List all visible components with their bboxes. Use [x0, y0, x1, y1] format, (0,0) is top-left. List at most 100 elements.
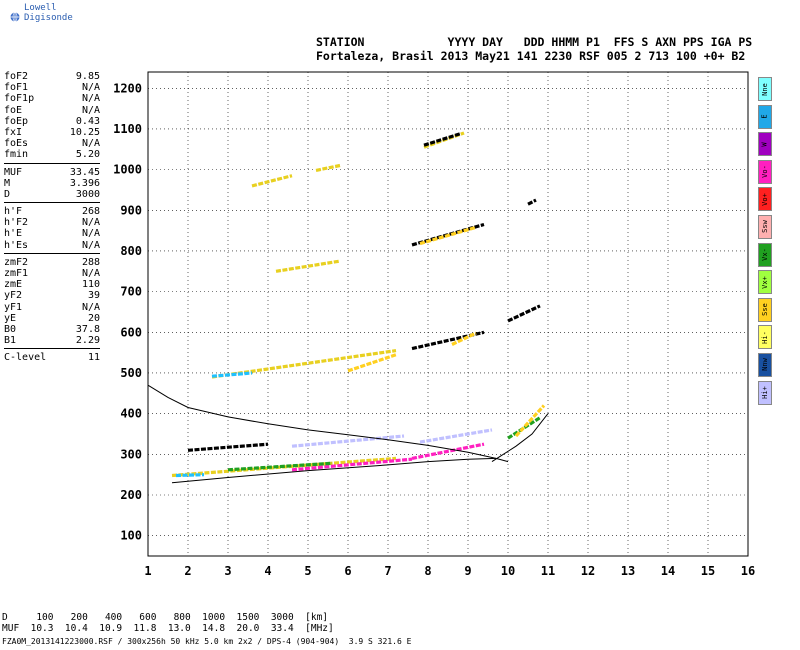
x-tick-label: 15	[701, 564, 715, 578]
legend-label: Nnw	[760, 358, 769, 372]
echo-trace	[211, 371, 253, 378]
param-value: N/A	[81, 82, 100, 94]
legend-chip: Sse	[758, 297, 772, 322]
param-row: h'F2 N/A	[4, 217, 100, 228]
legend-label: W	[760, 142, 769, 147]
echo-trace	[419, 225, 477, 246]
legend-label: Ssw	[760, 220, 769, 234]
plot-frame	[147, 71, 749, 557]
param-row: foEp 0.43	[4, 116, 100, 127]
legend-label: Hi+	[760, 386, 769, 399]
legend-chip: Nne	[758, 77, 772, 101]
param-row: yE 20	[4, 313, 100, 324]
legend-chip: Vo+	[758, 187, 772, 212]
param-separator	[4, 252, 100, 254]
param-name: foF2	[4, 71, 29, 82]
param-name: foF1p	[4, 93, 35, 105]
x-tick-label: 14	[661, 564, 675, 578]
param-value: 268	[81, 206, 100, 218]
muf-table-distances: D 100 200 400 600 800 1000 1500 3000 [km…	[2, 612, 329, 623]
param-name: C-level	[4, 352, 47, 364]
y-tick-label: 200	[120, 488, 142, 502]
echo-trace	[175, 473, 205, 478]
x-tick-label: 6	[344, 564, 351, 578]
station-header: STATION YYYY DAY DDD HHMM P1 FFS S AXN P…	[316, 35, 752, 63]
brand-name: Lowell Digisonde	[24, 3, 73, 23]
scaled-parameters-panel: foF2 9.85 foF1 N/A foF1p N/A foE N/A foEp 0.43 fxI…	[4, 71, 100, 364]
legend-label: Vo-	[760, 165, 769, 179]
param-name: yF2	[4, 290, 23, 302]
legend-chip: Hi+	[758, 380, 772, 405]
param-name: B1	[4, 335, 17, 347]
y-tick-label: 900	[120, 203, 142, 217]
muf-table: D 100 200 400 600 800 1000 1500 3000 [km…	[2, 612, 334, 634]
legend-label: Nne	[760, 82, 769, 96]
param-value: 110	[81, 279, 100, 291]
param-name: h'Es	[4, 239, 29, 251]
param-row: yF1 N/A	[4, 302, 100, 313]
x-tick-label: 3	[224, 564, 231, 578]
param-name: yF1	[4, 301, 23, 313]
x-tick-label: 1	[144, 564, 151, 578]
param-name: foE	[4, 104, 23, 116]
echo-trace	[291, 434, 405, 448]
param-row: foF1 N/A	[4, 82, 100, 93]
echo-trace	[187, 442, 269, 452]
y-tick-label: 1100	[113, 122, 142, 136]
param-row: B0 37.8	[4, 324, 100, 335]
param-separator	[4, 202, 100, 204]
station-header-values: Fortaleza, Brasil 2013 May21 141 2230 RS…	[316, 49, 746, 63]
param-row: foE N/A	[4, 105, 100, 116]
polarization-legend: Nne E W Vo- Vo+ Ssw Vx- Vx+ Sse Hi- Nnw Hi+	[758, 77, 772, 408]
param-row: foEs N/A	[4, 138, 100, 149]
legend-label: Vx+	[760, 275, 769, 289]
param-name: foEs	[4, 138, 29, 150]
param-value: 10.25	[69, 126, 100, 138]
x-tick-label: 8	[424, 564, 431, 578]
param-value: 3.396	[69, 177, 100, 189]
station-header-labels: STATION YYYY DAY DDD HHMM P1 FFS S AXN P…	[316, 35, 753, 49]
param-name: h'F2	[4, 217, 29, 229]
param-row: fmin 5.20	[4, 149, 100, 160]
x-tick-label: 13	[621, 564, 635, 578]
echo-trace	[527, 198, 537, 206]
param-name: D	[4, 188, 11, 200]
legend-chip: E	[758, 104, 772, 129]
param-value: 288	[81, 256, 100, 268]
globe-icon	[10, 12, 20, 22]
param-row: h'E N/A	[4, 228, 100, 239]
legend-chip: Hi-	[758, 325, 772, 350]
param-value: 20	[87, 312, 100, 324]
x-tick-label: 5	[304, 564, 311, 578]
legend-label: Vx-	[760, 248, 769, 261]
param-value: 5.20	[75, 149, 100, 161]
echo-trace	[451, 331, 477, 346]
param-value: N/A	[81, 268, 100, 279]
echo-trace	[507, 304, 541, 323]
x-tick-label: 12	[581, 564, 595, 578]
param-name: zmF2	[4, 256, 29, 268]
param-value: 9.85	[75, 71, 100, 82]
y-tick-label: 600	[120, 325, 142, 339]
param-value: N/A	[81, 301, 100, 313]
param-value: 39	[87, 290, 100, 302]
echo-trace	[411, 442, 485, 460]
param-value: N/A	[81, 228, 100, 240]
echo-trace	[291, 457, 413, 472]
legend-chip: Nnw	[758, 352, 772, 377]
param-name: foF1	[4, 82, 29, 94]
y-tick-label: 1200	[113, 81, 142, 95]
param-row: fxI 10.25	[4, 127, 100, 138]
echo-trace	[347, 353, 397, 373]
param-row: zmE 110	[4, 279, 100, 290]
param-name: M	[4, 177, 11, 189]
param-name: yE	[4, 312, 17, 324]
param-row: h'Es N/A	[4, 240, 100, 251]
param-row: yF2 39	[4, 290, 100, 301]
legend-chip: Vx+	[758, 270, 772, 295]
profile-curve	[491, 413, 549, 463]
y-tick-label: 700	[120, 285, 142, 299]
param-value: 11	[87, 352, 100, 364]
echo-trace	[315, 163, 341, 172]
